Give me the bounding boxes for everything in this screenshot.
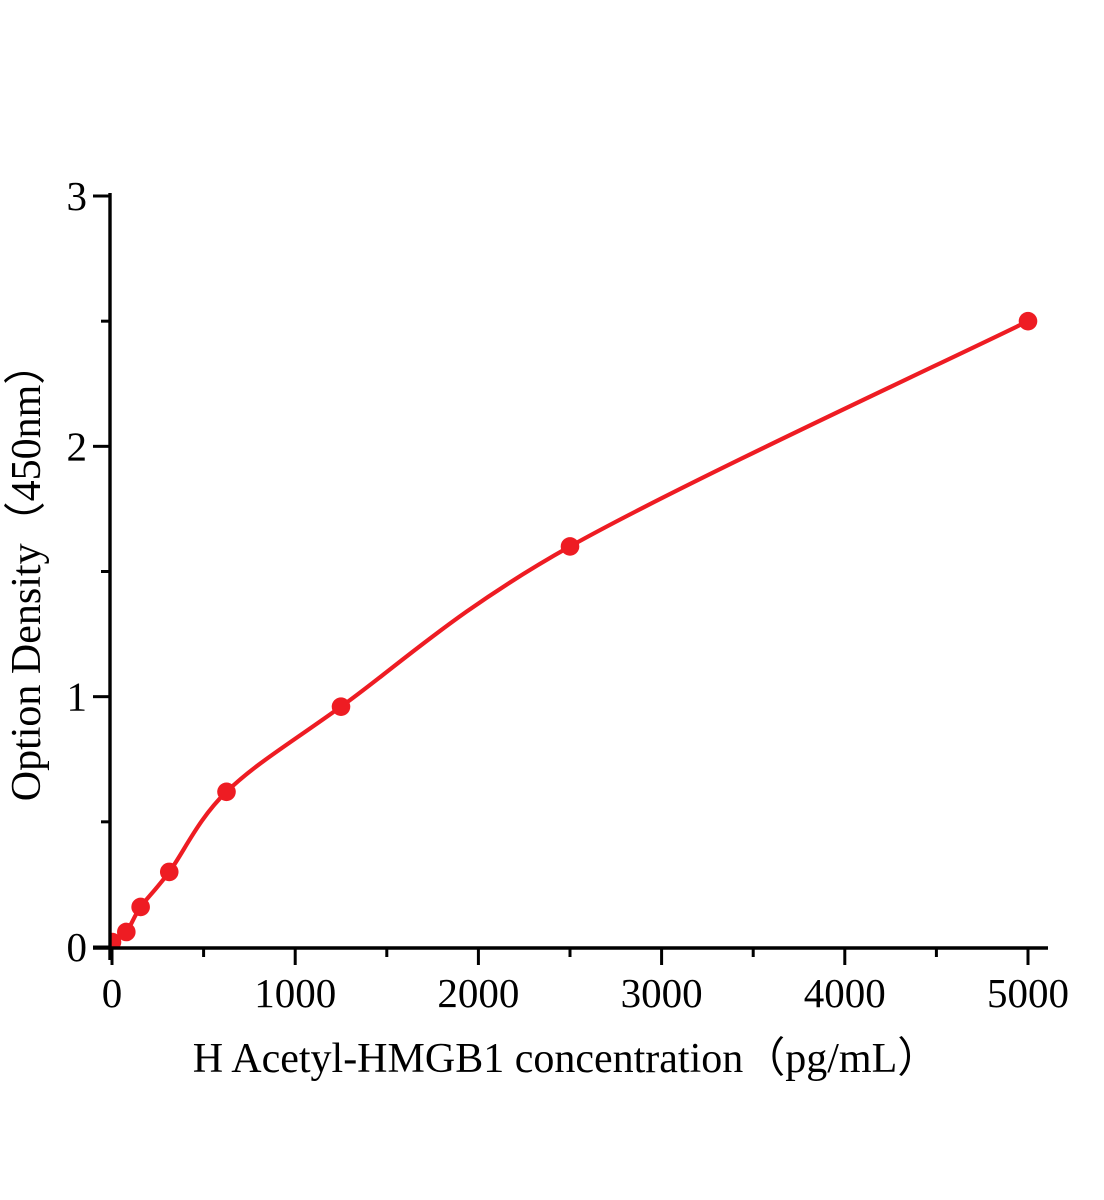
data-point	[1018, 311, 1038, 331]
series-layer	[110, 311, 1038, 948]
data-point	[560, 537, 580, 556]
x-tick-label: 4000	[804, 970, 886, 1016]
y-axis-title: Option Density（450nm）	[4, 343, 50, 802]
data-point	[159, 862, 179, 882]
data-point	[217, 782, 236, 802]
y-tick-label: 3	[67, 173, 88, 219]
x-tick-label: 5000	[987, 970, 1069, 1016]
data-point	[131, 897, 150, 917]
x-tick-label: 3000	[621, 970, 703, 1016]
x-axis-title: H Acetyl-HMGB1 concentration（pg/mL）	[193, 1036, 940, 1082]
x-tick-label: 2000	[437, 970, 519, 1016]
y-tick-label: 0	[67, 924, 88, 970]
axis-layer: 0 1 2 3 0 1000 2000 3000 4000 5000	[67, 173, 1070, 1016]
x-tick-label: 1000	[254, 970, 336, 1016]
fit-curve	[110, 319, 1031, 945]
data-point	[117, 922, 136, 942]
y-tick-label: 1	[67, 674, 88, 720]
data-point	[331, 697, 351, 716]
x-tick-label: 0	[102, 970, 123, 1016]
y-tick-label: 2	[67, 423, 88, 469]
